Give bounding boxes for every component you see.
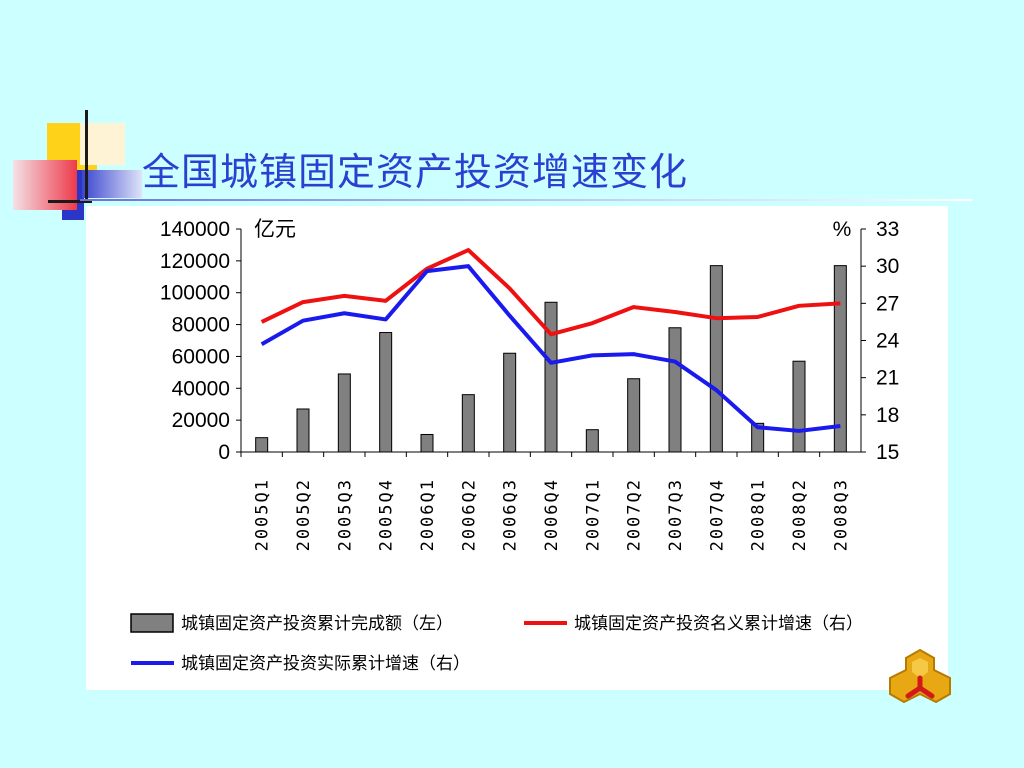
x-axis-category-label: 2007Q4 [707,478,727,551]
decor-vertical-line [85,110,88,202]
legend-label: 城镇固定资产投资累计完成额（左） [181,614,453,634]
chart-panel: 0 20000 40000 60000 80000 100000 120000 140000 亿… [86,206,948,690]
right-axis-tick-label: 21 [876,367,899,390]
bank-logo [889,648,951,704]
bar [420,433,434,453]
bar [296,408,310,453]
bars-layer [255,265,847,453]
x-axis-category-label: 2008Q1 [749,478,769,551]
legend-label: 城镇固定资产投资名义累计增速（右） [574,614,863,634]
legend-label: 城镇固定资产投资实际累计增速（右） [181,654,470,674]
left-axis-tick-label: 60000 [172,345,230,368]
bar [544,301,558,453]
left-axis-tick-label: 80000 [172,314,230,337]
right-axis-tick-label: 27 [876,292,899,315]
bar [503,352,517,453]
x-axis-category-label: 2007Q2 [625,478,645,551]
right-axis-tick-label: 24 [876,330,900,353]
left-axis-tick-label: 0 [218,441,230,464]
legend-swatch [130,613,174,633]
left-axis-tick-label: 20000 [172,409,230,432]
bar [255,437,269,453]
x-axis-category-label: 2005Q2 [294,478,314,551]
x-axis-category-label: 2006Q4 [542,478,562,551]
x-axis-category-label: 2007Q3 [666,478,686,551]
bar [627,378,641,453]
left-axis-tick-label: 40000 [172,377,230,400]
x-axis-category-label: 2007Q1 [583,478,603,551]
bar [792,360,806,453]
decor-horizontal-line [48,200,92,203]
right-axis-tick-label: 15 [876,441,899,464]
x-axis-category-label: 2006Q2 [459,478,479,551]
lines-layer [260,248,841,433]
bar [751,422,765,453]
series-line [260,264,841,433]
chart-svg: 0 20000 40000 60000 80000 100000 120000 140000 亿… [130,217,900,674]
x-axis-category-label: 2005Q3 [335,478,355,551]
x-axis-category-label: 2008Q3 [831,478,851,551]
series-line [260,248,841,337]
right-axis-tick-label: 30 [876,255,899,278]
right-axis-unit: % [833,218,852,241]
x-axis-category-label: 2006Q1 [418,478,438,551]
left-axis-unit: 亿元 [254,217,296,241]
left-axis-tick-label: 120000 [160,250,230,273]
left-axis-tick-label: 140000 [160,218,230,241]
right-axis-tick-label: 33 [876,218,899,241]
legend-layer: 城镇固定资产投资累计完成额（左） 城镇固定资产投资名义累计增速（右） 城镇固定资产投… [130,613,863,674]
bar [833,265,847,453]
bar [337,373,351,453]
decor-blue-gradient-bar [82,170,142,198]
bar [585,429,599,453]
slide-title: 全国城镇固定资产投资增速变化 [142,150,689,194]
bar [379,332,393,453]
x-axis-category-label: 2008Q2 [790,478,810,551]
right-axis-tick-label: 18 [876,404,899,427]
bar [668,327,682,453]
x-axis-category-label: 2006Q3 [501,478,521,551]
axes-layer: 0 20000 40000 60000 80000 100000 120000 140000 亿… [160,217,900,551]
x-axis-category-label: 2005Q4 [377,478,397,551]
left-axis-tick-label: 100000 [160,282,230,305]
title-divider [80,199,972,201]
bar [709,265,723,453]
bar [461,394,475,453]
x-axis-category-label: 2005Q1 [253,478,273,551]
